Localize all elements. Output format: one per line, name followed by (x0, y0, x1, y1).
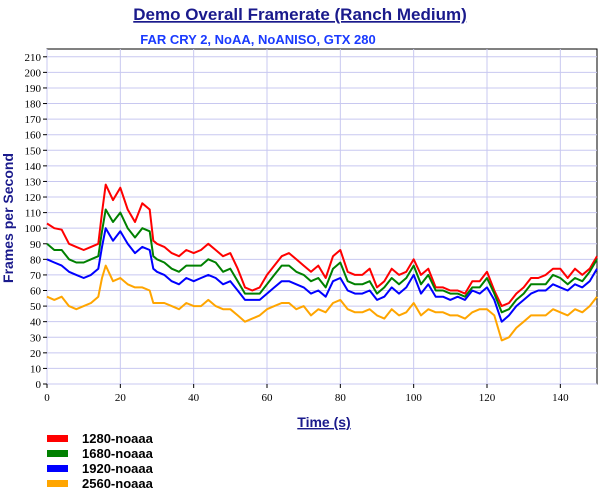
legend-label: 1680-noaaa (82, 446, 154, 461)
y-tick-label: 100 (25, 223, 42, 235)
y-axis-ticks: 0 10 20 30 40 50 60 70 80 90 100 110 120 130 140 150 160… (25, 52, 47, 391)
x-tick-label: 100 (405, 392, 422, 404)
y-tick-label: 150 (25, 145, 42, 157)
chart-title: Demo Overall Framerate (Ranch Medium) (133, 5, 466, 24)
y-tick-label: 200 (25, 67, 42, 79)
y-tick-label: 0 (36, 379, 42, 391)
legend-label: 1920-noaaa (82, 461, 154, 476)
legend-swatch (47, 480, 68, 487)
x-tick-label: 140 (552, 392, 569, 404)
series-line-1280-noaaa (46, 183, 598, 308)
y-tick-label: 40 (30, 317, 42, 329)
y-tick-label: 120 (25, 192, 42, 204)
series-line-1920-noaaa (46, 227, 598, 323)
y-axis-label: Frames per Second (0, 153, 16, 283)
y-tick-label: 140 (25, 161, 42, 173)
legend-label: 2560-noaaa (82, 476, 154, 491)
x-tick-label: 60 (262, 392, 274, 404)
legend-swatch (47, 465, 68, 472)
y-tick-label: 10 (30, 363, 42, 375)
y-tick-label: 60 (30, 286, 42, 298)
series-lines (46, 183, 598, 342)
x-tick-label: 0 (44, 392, 50, 404)
y-tick-label: 20 (30, 348, 42, 360)
y-tick-label: 180 (25, 99, 42, 111)
x-axis-ticks: 0 20 40 60 80 100 120 140 (44, 384, 569, 404)
y-tick-label: 170 (25, 114, 42, 126)
y-tick-label: 30 (30, 332, 42, 344)
y-tick-label: 70 (30, 270, 42, 282)
legend-swatch (47, 435, 68, 442)
y-tick-label: 80 (30, 254, 42, 266)
x-tick-label: 120 (479, 392, 496, 404)
y-tick-label: 210 (25, 52, 42, 64)
y-tick-label: 190 (25, 83, 42, 95)
series-line-2560-noaaa (46, 264, 598, 342)
y-tick-label: 110 (25, 208, 42, 220)
plot-border (46, 48, 598, 385)
x-tick-label: 20 (115, 392, 127, 404)
legend-label: 1280-noaaa (82, 431, 154, 446)
y-tick-label: 50 (30, 301, 42, 313)
series-line-1680-noaaa (46, 208, 598, 314)
x-tick-label: 80 (335, 392, 347, 404)
y-tick-label: 130 (25, 176, 42, 188)
plot-area (46, 48, 598, 385)
chart-subtitle: FAR CRY 2, NoAA, NoANISO, GTX 280 (140, 32, 376, 47)
y-tick-label: 90 (30, 239, 42, 251)
y-tick-label: 160 (25, 130, 42, 142)
x-axis-label: Time (s) (297, 414, 350, 430)
legend-swatch (47, 450, 68, 457)
x-tick-label: 40 (188, 392, 200, 404)
